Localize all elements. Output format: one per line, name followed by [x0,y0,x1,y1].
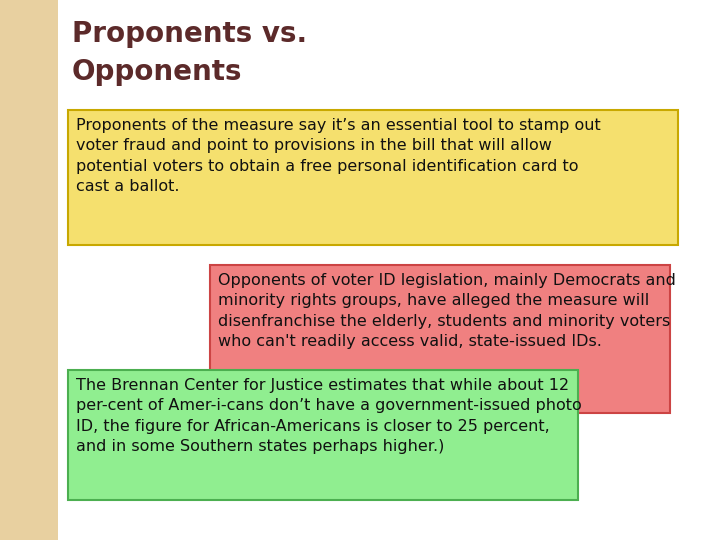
Bar [68,110,678,245]
Text: Proponents of the measure say it’s an essential tool to stamp out
voter fraud an: Proponents of the measure say it’s an es… [76,118,600,194]
Text: Proponents vs.: Proponents vs. [72,20,307,48]
Text: Opponents: Opponents [72,58,243,86]
Text: The Brennan Center for Justice estimates that while about 12
per-cent of Amer-i-: The Brennan Center for Justice estimates… [76,378,582,454]
Bar [210,265,670,413]
Bar [0,0,58,540]
Text: Opponents of voter ID legislation, mainly Democrats and
minority rights groups, : Opponents of voter ID legislation, mainl… [218,273,676,349]
Bar [68,370,578,500]
